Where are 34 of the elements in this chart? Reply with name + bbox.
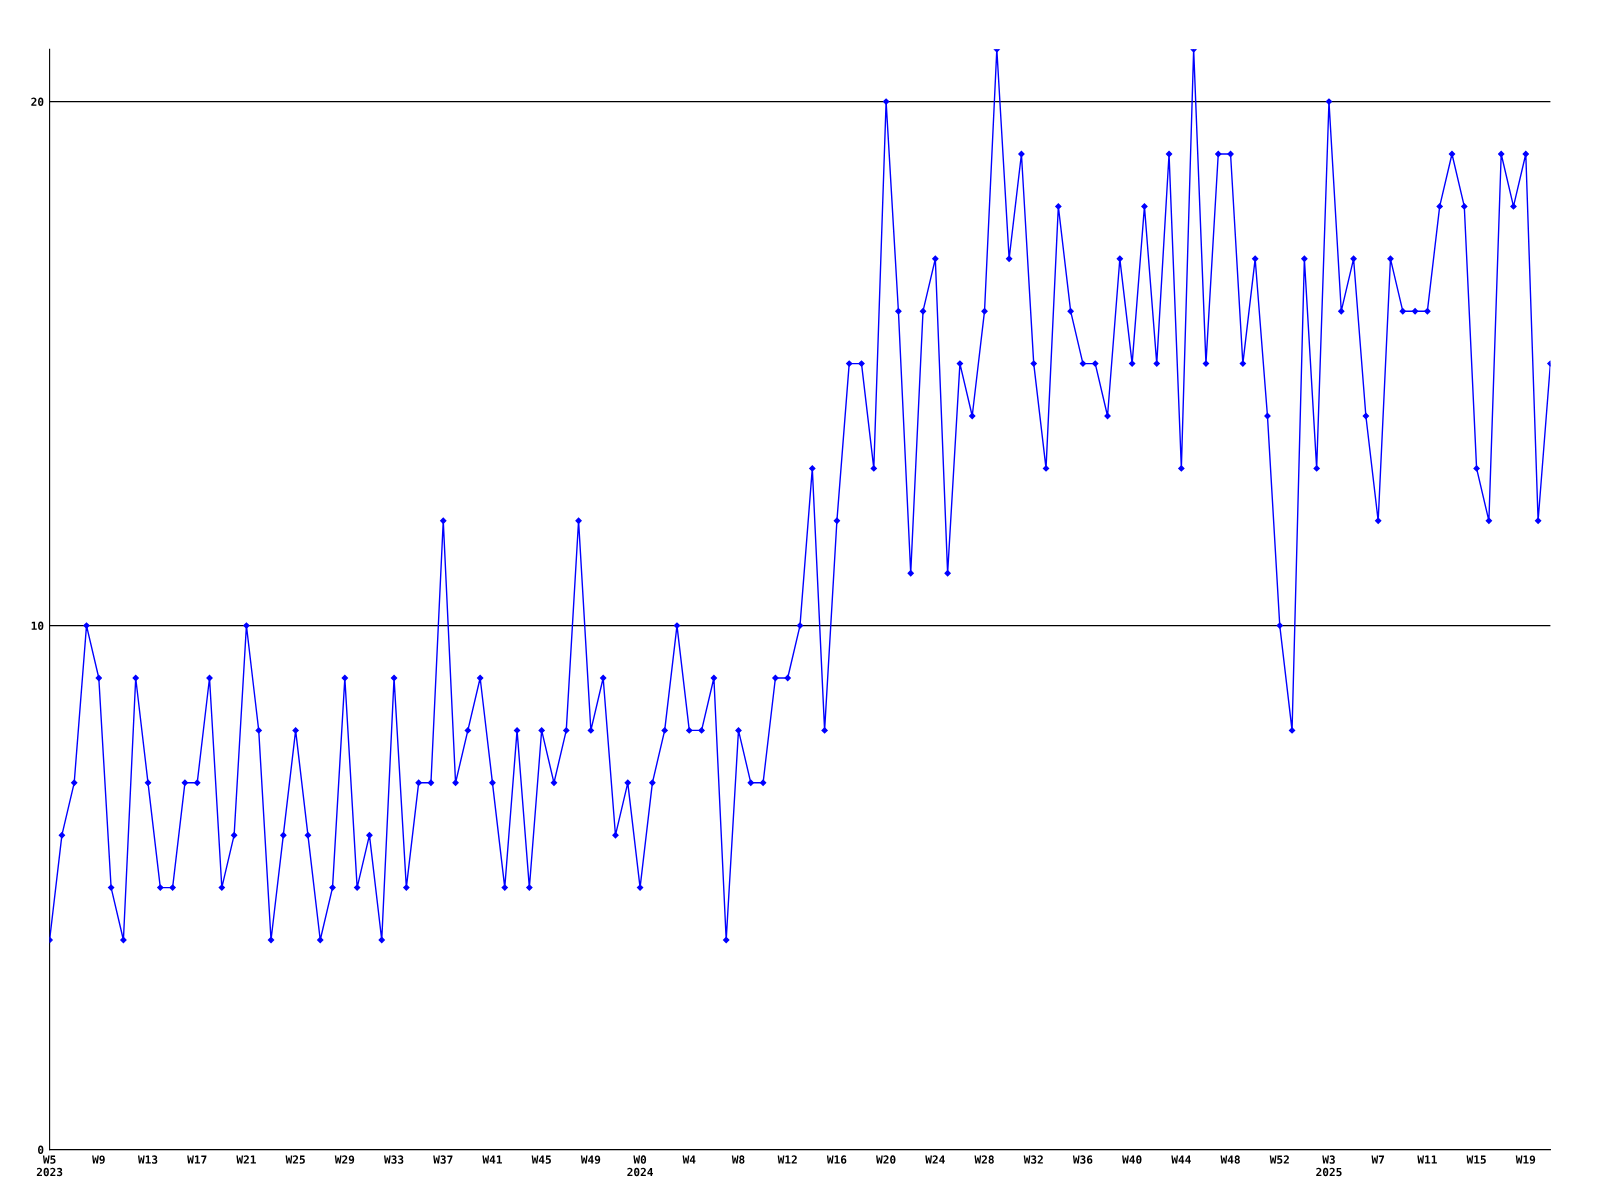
x-tick-label: W17 bbox=[187, 1155, 207, 1164]
y-tick-label: 10 bbox=[31, 621, 44, 630]
x-tick-label: W48 bbox=[1220, 1155, 1240, 1164]
x-tick-label: W20 bbox=[876, 1155, 896, 1164]
x-tick-label: W4 bbox=[682, 1155, 696, 1164]
x-tick-label: W7 bbox=[1371, 1155, 1385, 1164]
x-tick-label: W52 bbox=[1269, 1155, 1289, 1164]
x-tick-label: W8 bbox=[731, 1155, 745, 1164]
x-tick-label: W19 bbox=[1515, 1155, 1536, 1164]
x-tick-label: W45 bbox=[531, 1155, 551, 1164]
x-tick-label: W0 2024 bbox=[627, 1155, 653, 1177]
x-tick-label: W3 2025 bbox=[1316, 1155, 1342, 1177]
x-tick-label: W21 bbox=[236, 1155, 256, 1164]
y-tick-label: 20 bbox=[31, 97, 44, 106]
x-tick-label: W13 bbox=[137, 1155, 158, 1164]
x-tick-label: W49 bbox=[580, 1155, 601, 1164]
y-tick-label: 0 bbox=[38, 1145, 44, 1154]
x-tick-label: W40 bbox=[1122, 1155, 1142, 1164]
x-tick-label: W37 bbox=[433, 1155, 453, 1164]
x-tick-label: W44 bbox=[1171, 1155, 1191, 1164]
x-tick-label: W41 bbox=[482, 1155, 502, 1164]
x-tick-label: W12 bbox=[777, 1155, 797, 1164]
x-tick-label: W36 bbox=[1072, 1155, 1093, 1164]
x-tick-label: W24 bbox=[925, 1155, 945, 1164]
x-tick-label: W28 bbox=[974, 1155, 994, 1164]
x-tick-label: W33 bbox=[384, 1155, 404, 1164]
x-tick-label: W32 bbox=[1023, 1155, 1043, 1164]
x-tick-label: W11 bbox=[1417, 1155, 1437, 1164]
x-tick-label: W29 bbox=[334, 1155, 355, 1164]
x-tick-label: W9 bbox=[92, 1155, 105, 1164]
x-tick-label: W15 bbox=[1466, 1155, 1486, 1164]
x-tick-label: W16 bbox=[826, 1155, 847, 1164]
x-tick-label: W25 bbox=[285, 1155, 305, 1164]
x-tick-label: W5 2023 bbox=[36, 1155, 63, 1177]
